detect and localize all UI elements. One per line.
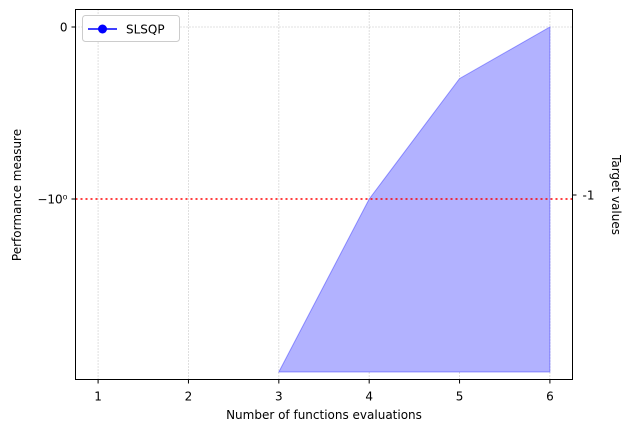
x-tick-label: 2 — [185, 390, 193, 404]
x-tick-label: 1 — [94, 390, 102, 404]
y-tick-label: −10⁰ — [37, 193, 67, 207]
right-y-axis-label: Target values — [609, 154, 623, 235]
right-y-ticks: -1 — [572, 189, 595, 203]
series-fill-layer — [277, 26, 551, 373]
series-area-slsqp — [277, 26, 551, 373]
legend-marker-slsqp — [98, 24, 107, 34]
y-axis-label: Performance measure — [10, 129, 24, 261]
legend-box — [82, 15, 180, 42]
legend-label-slsqp: SLSQP — [126, 23, 165, 37]
x-tick-label: 3 — [275, 390, 283, 404]
y-tick-label: 0 — [60, 21, 68, 35]
x-tick-label: 5 — [456, 390, 464, 404]
legend: SLSQP — [82, 15, 180, 42]
x-tick-label: 6 — [546, 390, 554, 404]
grid-lines — [75, 9, 573, 380]
right-y-tick-label: -1 — [583, 189, 595, 203]
x-tick-label: 4 — [365, 390, 373, 404]
y-ticks: 0 −10⁰ — [37, 21, 76, 207]
x-axis-label: Number of functions evaluations — [226, 408, 422, 422]
x-ticks: 1 2 3 4 5 6 — [94, 379, 554, 404]
